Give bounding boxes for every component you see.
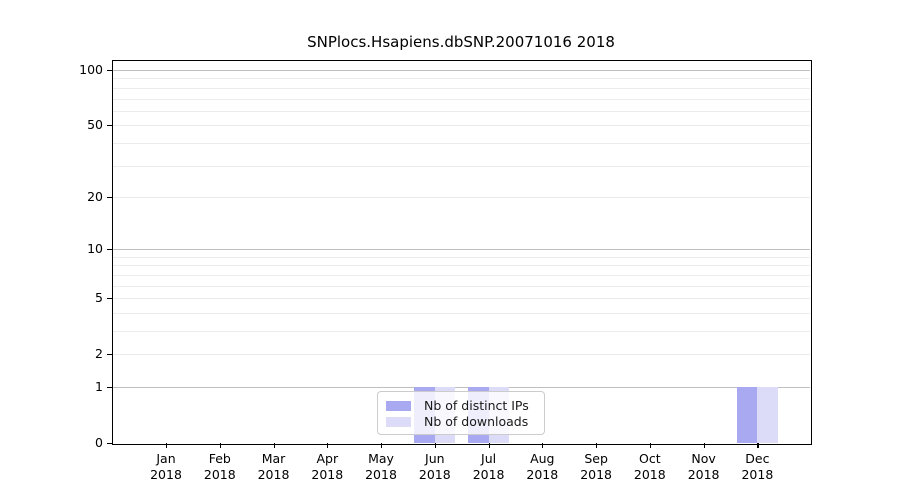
y-axis-label: 2 [95,346,103,362]
minor-gridline [112,298,810,300]
minor-gridline [112,142,810,144]
y-axis-tick [107,387,112,389]
x-axis-tick [434,443,436,448]
x-axis-tick [327,443,329,448]
minor-gridline [112,98,810,100]
legend-item-downloads: Nb of downloads [386,414,535,429]
minor-gridline [112,196,810,198]
x-axis-tick [703,443,705,448]
y-axis-tick [107,196,112,199]
y-axis-label: 20 [87,188,103,204]
y-axis-label: 0 [95,435,103,450]
legend-item-distinct-ips: Nb of distinct IPs [386,398,535,413]
x-axis-tick [219,443,221,448]
minor-gridline [112,331,810,332]
bar-distinct-ips-dec [736,387,758,443]
y-axis-tick [107,249,112,251]
y-axis-label: 10 [87,241,103,257]
x-axis-label: Oct 2018 [633,451,666,482]
x-axis-tick [542,443,544,448]
minor-gridline [112,265,810,267]
minor-gridline [112,78,810,80]
x-axis-label: Mar 2018 [257,451,290,482]
major-gridline [112,70,810,71]
x-axis-tick [273,443,275,448]
minor-gridline [112,354,810,356]
x-axis-tick [649,443,651,448]
x-axis-label: Nov 2018 [687,451,720,482]
x-axis-label: May 2018 [365,451,397,482]
minor-gridline [112,125,810,127]
legend-label-distinct-ips: Nb of distinct IPs [424,398,529,413]
minor-gridline [112,110,810,112]
legend: Nb of distinct IPs Nb of downloads [377,391,545,435]
y-axis-tick [107,298,112,300]
x-axis-tick [488,443,490,448]
x-axis-label: Jan 2018 [150,451,182,482]
minor-gridline [112,312,810,314]
x-axis-label: Feb 2018 [203,451,236,482]
distinct-ips-swatch [386,400,411,411]
x-axis-label: Aug 2018 [526,451,559,482]
y-axis-label: 5 [95,290,103,306]
y-axis-tick [107,443,112,445]
minor-gridline [112,285,810,287]
minor-gridline [112,256,810,258]
downloads-swatch [386,416,411,427]
y-axis-tick [107,70,112,72]
chart-title: SNPlocs.Hsapiens.dbSNP.20071016 2018 [307,33,615,51]
legend-label-downloads: Nb of downloads [424,414,529,429]
y-axis-tick [107,354,112,356]
x-axis-label: Jun 2018 [418,451,451,482]
minor-gridline [112,274,810,276]
x-axis-tick [596,443,598,448]
x-axis-label: Apr 2018 [311,451,344,482]
y-axis-tick [107,125,112,127]
y-axis-label: 1 [95,379,103,394]
x-axis-label: Jul 2018 [472,451,505,482]
x-axis-tick [381,443,383,448]
x-axis-tick [757,443,759,448]
x-axis-tick [166,443,168,448]
minor-gridline [112,87,810,89]
bar-downloads-dec [757,387,778,443]
y-axis-label: 100 [79,62,103,77]
minor-gridline [112,165,810,167]
y-axis-label: 50 [87,117,103,133]
major-gridline [112,249,810,251]
major-gridline [112,387,810,388]
x-axis-label: Dec 2018 [741,451,774,482]
x-axis-label: Sep 2018 [580,451,612,482]
